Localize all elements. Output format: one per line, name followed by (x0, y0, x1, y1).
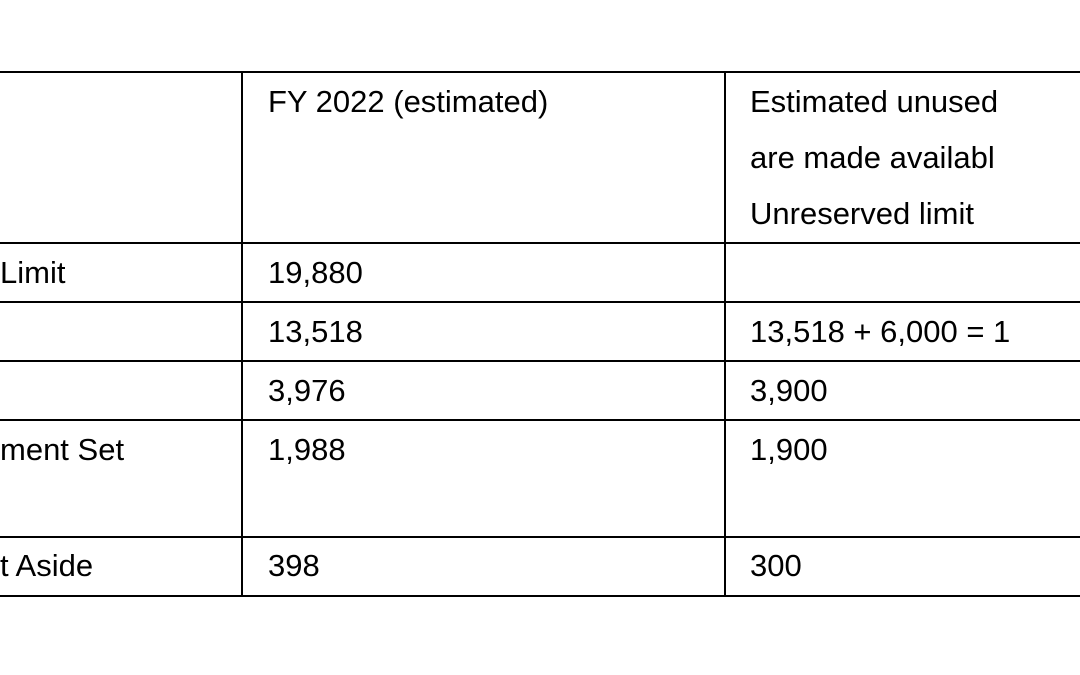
table-cell: 3,900 (750, 373, 828, 408)
header-cell: are made availabl (750, 140, 995, 175)
table-cell: 19,880 (268, 255, 363, 290)
table-cell: 13,518 (268, 314, 363, 349)
table-cell: 3,976 (268, 373, 346, 408)
table-cell: 300 (750, 548, 802, 583)
header-cell: Estimated unused (750, 84, 998, 119)
table-cell: ment Set (0, 432, 124, 467)
table-cell: 13,518 + 6,000 = 1 (750, 314, 1010, 349)
table-cell: 398 (268, 548, 320, 583)
header-cell: FY 2022 (estimated) (268, 84, 548, 119)
header-cell: Unreserved limit (750, 196, 974, 231)
table-cell: t Aside (0, 548, 93, 583)
table-cell: 1,988 (268, 432, 346, 467)
table-cell: Limit (0, 255, 66, 290)
table-cell: 1,900 (750, 432, 828, 467)
